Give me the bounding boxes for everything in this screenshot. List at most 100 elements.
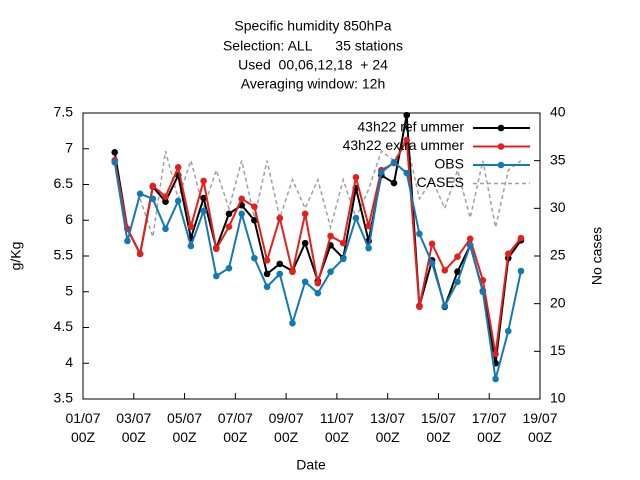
series-marker bbox=[162, 193, 169, 200]
series-marker bbox=[327, 268, 334, 276]
series-marker bbox=[403, 136, 411, 144]
series-marker bbox=[149, 195, 157, 203]
series-marker bbox=[212, 272, 220, 280]
series-marker bbox=[428, 240, 436, 248]
series-marker bbox=[187, 242, 195, 250]
series-marker bbox=[504, 250, 512, 258]
legend-marker bbox=[497, 124, 505, 132]
series-marker bbox=[251, 216, 258, 224]
series-marker bbox=[492, 350, 499, 358]
series-marker bbox=[263, 283, 271, 291]
y-axis-label: g/Kg bbox=[8, 242, 24, 271]
series-marker bbox=[124, 237, 131, 245]
x-axis-label: Date bbox=[296, 457, 326, 473]
series-marker bbox=[403, 111, 411, 119]
series-marker bbox=[111, 149, 119, 156]
series-marker bbox=[517, 267, 525, 275]
series-marker bbox=[276, 214, 284, 222]
chart-title: Averaging window: 12h bbox=[241, 76, 386, 92]
series-marker bbox=[136, 190, 144, 198]
series-marker bbox=[327, 232, 334, 240]
series-marker bbox=[339, 239, 347, 247]
series-marker bbox=[276, 270, 284, 278]
series-marker bbox=[390, 179, 398, 187]
series-marker bbox=[378, 169, 385, 176]
series-marker bbox=[149, 182, 157, 190]
series-marker bbox=[301, 210, 309, 218]
plot-frame bbox=[82, 112, 541, 400]
y2-tick-label: 35 bbox=[550, 151, 566, 167]
y-tick-label: 6 bbox=[65, 211, 73, 227]
series-marker bbox=[289, 319, 296, 327]
series-marker bbox=[251, 254, 258, 262]
series-marker bbox=[314, 279, 322, 287]
series-marker bbox=[238, 195, 245, 203]
series-marker bbox=[416, 303, 423, 311]
y-tick-label: 7 bbox=[65, 139, 73, 155]
series-marker bbox=[263, 270, 271, 278]
series-marker bbox=[441, 302, 449, 310]
x-tick-label: 05/07 00Z bbox=[167, 410, 202, 445]
series-marker bbox=[187, 223, 195, 230]
x-tick-label: 13/07 00Z bbox=[370, 410, 405, 445]
legend-label: OBS bbox=[434, 156, 464, 172]
series-marker bbox=[174, 197, 182, 205]
legend-marker bbox=[497, 161, 505, 169]
y2-tick-label: 20 bbox=[550, 294, 566, 310]
series-marker bbox=[200, 177, 207, 185]
y2-tick-label: 25 bbox=[550, 247, 566, 263]
series-marker bbox=[352, 214, 360, 222]
series-marker bbox=[339, 255, 347, 263]
y2-tick-label: 10 bbox=[550, 390, 566, 406]
x-tick-label: 11/07 00Z bbox=[320, 410, 354, 445]
x-tick-label: 19/07 00Z bbox=[522, 410, 557, 445]
x-tick-label: 07/07 00Z bbox=[218, 410, 253, 445]
x-tick-label: 17/07 00Z bbox=[472, 410, 507, 445]
series-line bbox=[113, 136, 522, 355]
series-marker bbox=[251, 203, 258, 210]
series-marker bbox=[517, 234, 525, 242]
series-marker bbox=[441, 267, 449, 274]
series-marker bbox=[504, 327, 512, 335]
chart-title: Used 00,06,12,18 + 24 bbox=[238, 57, 388, 73]
y2-tick-label: 30 bbox=[550, 199, 566, 215]
series-marker bbox=[162, 225, 169, 233]
y2-tick-label: 40 bbox=[550, 104, 566, 120]
x-tick-label: 01/07 00Z bbox=[65, 410, 100, 445]
legend-marker bbox=[497, 143, 505, 150]
series-marker bbox=[301, 239, 309, 247]
y-tick-label: 5.5 bbox=[54, 247, 74, 263]
series-marker bbox=[466, 241, 474, 249]
series-marker bbox=[314, 289, 322, 297]
series-marker bbox=[454, 278, 461, 286]
series-marker bbox=[111, 159, 119, 166]
x-tick-label: 09/07 00Z bbox=[269, 410, 304, 445]
series-marker bbox=[454, 268, 461, 276]
chart-title: Selection: ALL 35 stations bbox=[223, 38, 403, 54]
series-marker bbox=[212, 245, 220, 253]
y-tick-label: 3.5 bbox=[54, 390, 74, 406]
y-tick-label: 6.5 bbox=[54, 175, 74, 191]
series-marker bbox=[390, 159, 398, 166]
series-marker bbox=[466, 235, 474, 243]
y-tick-label: 7.5 bbox=[54, 104, 74, 120]
series-marker bbox=[174, 164, 182, 171]
legend-label: CASES bbox=[417, 174, 464, 190]
series-marker bbox=[301, 278, 309, 286]
series-marker bbox=[263, 256, 271, 264]
series-marker bbox=[162, 198, 169, 205]
series-marker bbox=[276, 260, 284, 268]
series-marker bbox=[352, 174, 360, 181]
series-marker bbox=[492, 375, 499, 383]
y-tick-label: 5 bbox=[65, 282, 73, 298]
series-marker bbox=[365, 244, 372, 252]
series-marker bbox=[200, 207, 207, 215]
series-marker bbox=[365, 222, 372, 230]
y2-tick-label: 15 bbox=[550, 342, 566, 358]
series-marker bbox=[289, 268, 296, 276]
y-tick-label: 4 bbox=[65, 354, 73, 370]
chart-title: Specific humidity 850hPa bbox=[234, 18, 391, 34]
series-marker bbox=[136, 250, 144, 258]
series-marker bbox=[416, 230, 423, 238]
